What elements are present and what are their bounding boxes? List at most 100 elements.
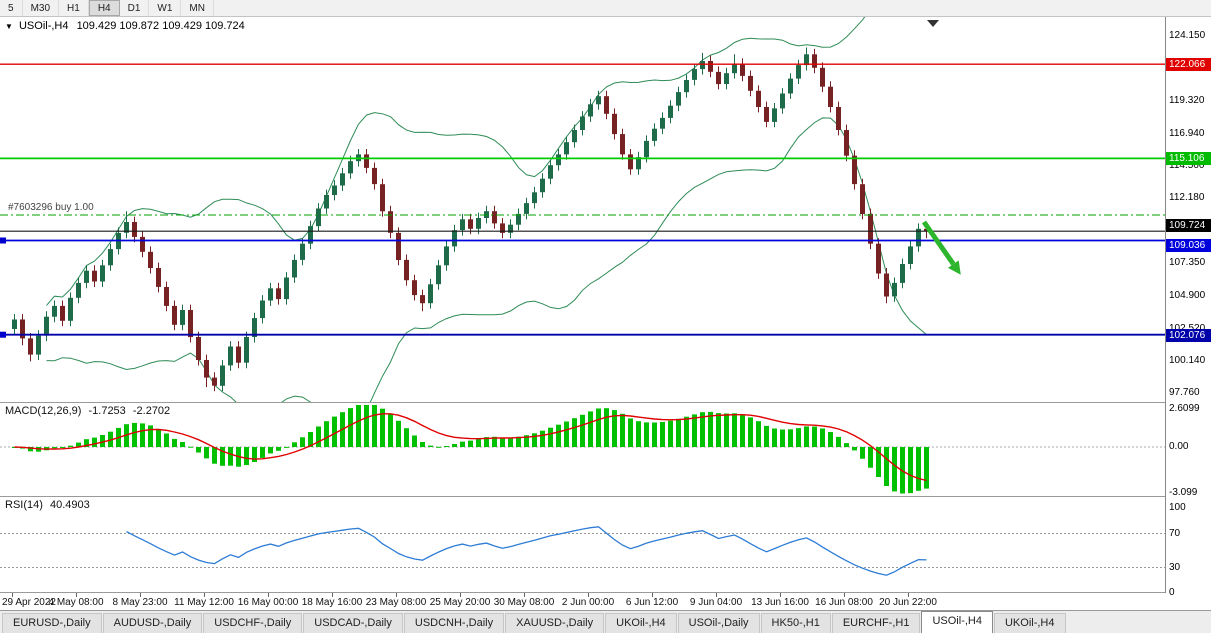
- rsi-svg: [0, 526, 1165, 576]
- price-axis-tick: 107.350: [1169, 257, 1206, 268]
- macd-value: -1.7253: [88, 405, 126, 417]
- rsi-axis-tick: 100: [1169, 502, 1186, 513]
- time-axis-label: 8 May 23:00: [112, 597, 168, 608]
- macd-signal-value: -2.2702: [132, 405, 171, 417]
- rsi-axis-tick: 70: [1169, 528, 1181, 539]
- timeframe-button-5[interactable]: 5: [0, 0, 23, 16]
- time-axis-tick: [140, 593, 141, 597]
- price-axis-tick: 102.520: [1169, 323, 1205, 335]
- price-line-badge: 122.066: [1166, 58, 1211, 71]
- time-axis-tick: [524, 593, 525, 597]
- time-axis-label: 9 Jun 04:00: [689, 597, 743, 608]
- time-axis-tick: [396, 593, 397, 597]
- time-axis-label: 2 Jun 00:00: [561, 597, 615, 608]
- chart-tab-eurusd-daily[interactable]: EURUSD-,Daily: [2, 613, 102, 633]
- time-axis-tick: [268, 593, 269, 597]
- time-axis-tick: [908, 593, 909, 597]
- timeframe-button-H1[interactable]: H1: [59, 0, 89, 16]
- shift-marker-icon: [927, 20, 939, 27]
- timeframe-button-M30[interactable]: M30: [23, 0, 60, 16]
- timeframe-button-W1[interactable]: W1: [149, 0, 182, 16]
- chart-dropdown-icon[interactable]: ▼: [5, 22, 13, 31]
- price-axis-tick: 119.320: [1169, 95, 1205, 106]
- chart-tab-ukoil-h4[interactable]: UKOil-,H4: [993, 613, 1066, 633]
- order-line-label: #7603296 buy 1.00: [8, 202, 94, 213]
- time-axis-label: 25 May 20:00: [429, 597, 491, 608]
- time-axis-label: 6 Jun 12:00: [625, 597, 679, 608]
- chart-tab-usdcad-daily[interactable]: USDCAD-,Daily: [303, 613, 403, 633]
- time-axis-tick: [204, 593, 205, 597]
- time-axis-label: 16 May 00:00: [237, 597, 299, 608]
- price-axis-tick: 112.180: [1169, 192, 1205, 203]
- price-axis[interactable]: 124.150121.770119.320116.940114.560112.1…: [1165, 17, 1211, 598]
- time-axis-tick: [652, 593, 653, 597]
- rsi-panel[interactable]: RSI(14) 40.4903: [0, 497, 1165, 593]
- candlesticks: [12, 47, 929, 392]
- chart-title: ▼ USOil-,H4 109.429 109.872 109.429 109.…: [5, 20, 245, 32]
- trend-arrow[interactable]: [921, 220, 956, 266]
- price-line-badge: 109.036: [1166, 239, 1211, 252]
- price-axis-tick: 104.900: [1169, 290, 1206, 301]
- symbol-timeframe-label: USOil-,H4: [18, 20, 69, 32]
- price-axis-tick: 116.940: [1169, 128, 1205, 139]
- rsi-line: [126, 526, 927, 576]
- timeframe-button-MN[interactable]: MN: [181, 0, 214, 16]
- ohlc-values: 109.429 109.872 109.429 109.724: [76, 20, 245, 32]
- time-axis-tick: [844, 593, 845, 597]
- chart-tab-usdcnh-daily[interactable]: USDCNH-,Daily: [403, 613, 505, 633]
- price-chart-panel[interactable]: ▼ USOil-,H4 109.429 109.872 109.429 109.…: [0, 17, 1165, 403]
- line-drag-handle[interactable]: [0, 237, 6, 244]
- macd-axis-tick: 2.6099: [1169, 403, 1200, 414]
- rsi-axis-tick: 0: [1169, 587, 1175, 598]
- bollinger-upper-band: [46, 17, 866, 306]
- chart-tab-eurchf-h1[interactable]: EURCHF-,H1: [831, 613, 921, 633]
- timeframe-button-D1[interactable]: D1: [120, 0, 150, 16]
- chart-tab-audusd-daily[interactable]: AUDUSD-,Daily: [102, 613, 203, 633]
- macd-axis-tick: 0.00: [1169, 441, 1189, 452]
- time-axis-label: 29 Apr 2022: [2, 597, 56, 608]
- chart-tab-hk50-h1[interactable]: HK50-,H1: [760, 613, 831, 633]
- rsi-name: RSI(14): [5, 499, 43, 511]
- line-drag-handle[interactable]: [0, 331, 6, 338]
- time-axis-tick: [332, 593, 333, 597]
- macd-name: MACD(12,26,9): [5, 405, 82, 417]
- time-axis-label: 11 May 12:00: [174, 597, 234, 608]
- macd-panel[interactable]: MACD(12,26,9) -1.7253 -2.2702: [0, 403, 1165, 497]
- price-line-badge: 102.076: [1166, 329, 1211, 342]
- macd-axis-tick: -3.099: [1169, 487, 1198, 498]
- chart-tab-usoil-h4[interactable]: USOil-,H4: [921, 611, 993, 633]
- price-axis-tick: 97.760: [1169, 387, 1200, 398]
- chart-tab-xauusd-daily[interactable]: XAUUSD-,Daily: [505, 613, 605, 633]
- price-line-badge: 115.106: [1166, 152, 1211, 165]
- chart-tab-usoil-daily[interactable]: USOil-,Daily: [677, 613, 760, 633]
- macd-label: MACD(12,26,9) -1.7253 -2.2702: [5, 405, 170, 417]
- rsi-value: 40.4903: [49, 499, 90, 511]
- chart-tab-ukoil-h4[interactable]: UKOil-,H4: [605, 613, 677, 633]
- time-axis-tick: [12, 593, 13, 597]
- time-axis-tick: [780, 593, 781, 597]
- trend-arrow-head[interactable]: [948, 260, 961, 275]
- chart-tab-bar: EURUSD-,Daily AUDUSD-,Daily USDCHF-,Daily U…: [0, 610, 1211, 633]
- time-axis-tick: [460, 593, 461, 597]
- macd-signal-line: [14, 413, 927, 482]
- bollinger-lower-band: [46, 117, 927, 402]
- rsi-axis-tick: 30: [1169, 562, 1181, 573]
- time-axis-label: 30 May 08:00: [493, 597, 555, 608]
- chart-tab-usdchf-daily[interactable]: USDCHF-,Daily: [203, 613, 303, 633]
- timeframe-button-H4[interactable]: H4: [88, 0, 120, 16]
- time-axis-label: 18 May 16:00: [301, 597, 363, 608]
- price-axis-tick: 100.140: [1169, 355, 1206, 366]
- time-axis-label: 13 Jun 16:00: [751, 597, 809, 608]
- time-axis[interactable]: 29 Apr 2022 4 May 08:00 8 May 23:00 11 May …: [0, 593, 1165, 610]
- price-line-badge: 109.724: [1166, 219, 1211, 232]
- time-axis-label: 23 May 08:00: [365, 597, 427, 608]
- time-axis-tick: [76, 593, 77, 597]
- time-axis-tick: [716, 593, 717, 597]
- macd-histogram: [12, 405, 929, 494]
- time-axis-label: 20 Jun 22:00: [879, 597, 937, 608]
- time-axis-label: 16 Jun 08:00: [815, 597, 873, 608]
- rsi-label: RSI(14) 40.4903: [5, 499, 90, 511]
- macd-svg: [0, 405, 1165, 494]
- price-chart-svg: [0, 17, 1165, 402]
